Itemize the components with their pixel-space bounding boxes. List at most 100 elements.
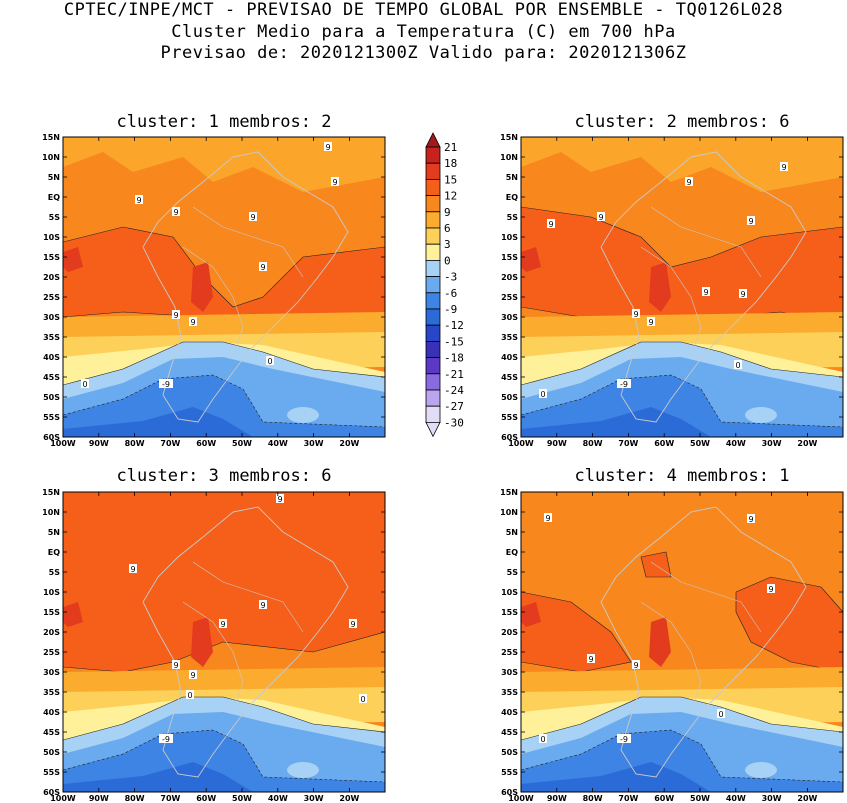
field-m12-band [521,407,711,437]
lon-tick-label: 40W [268,794,288,803]
field-15-spot [649,617,671,667]
coastline [142,506,349,778]
lon-tick-label: 30W [304,794,324,803]
lon-tick-label: 60W [196,439,216,448]
lat-tick-label: 35S [501,688,518,697]
lat-tick-label: EQ [48,548,60,557]
contour-label-box [276,494,284,503]
contour-label-9: 9 [548,220,553,229]
colorbar-swatch [425,389,441,407]
lat-tick-label: 35S [43,333,60,342]
colorbar-label: -27 [444,400,464,413]
lat-tick-label: EQ [506,193,518,202]
lat-tick-label: 10N [42,508,60,517]
colorbar-label: -3 [444,271,457,284]
colorbar-swatch [425,405,441,423]
contour-label-box [172,207,180,216]
contour-label-0: 0 [718,710,723,719]
contour-label-box [747,514,755,523]
contour-label-9: 9 [136,196,141,205]
map-frame [520,136,844,438]
lat-tick-label: 55S [501,413,518,422]
field-m12-band [521,762,711,792]
lat-tick-label: 45S [43,728,60,737]
lat-tick-label: 55S [43,413,60,422]
lon-tick-label: 70W [160,794,180,803]
contour-label-9: 9 [598,213,603,222]
contour-label-box [349,619,357,628]
contour-label-box [159,379,173,388]
colorbar: 21 18 15 12 9 6 3 0 -3 -6 -9 -12 -15 -18 -21 -24 -27 -30 [425,132,464,438]
contour-label-box [539,734,547,743]
contour-label-box [767,584,775,593]
lat-tick-label: 50S [501,748,518,757]
lat-tick-label: 40S [501,353,518,362]
field-15-west [63,602,83,627]
contour-label-9: 9 [130,565,135,574]
contour-label-box [717,709,725,718]
colorbar-swatch [425,308,441,326]
colorbar-label: -21 [444,368,464,381]
lat-tick-label: 30S [501,313,518,322]
field-15-west [521,247,541,272]
temperature-field [63,137,385,437]
contour-label-m9: -9 [620,735,628,744]
contour-label-box [172,310,180,319]
lon-tick-label: 80W [125,794,145,803]
lat-tick-label: 15S [501,253,518,262]
temperature-field [521,137,843,437]
lat-tick-label: 20S [43,628,60,637]
lon-tick-label: 50W [232,439,252,448]
field-m3-blob [287,762,319,778]
lon-tick-label: 60W [196,794,216,803]
lon-tick-label: 80W [583,794,603,803]
lon-tick-label: 60W [654,439,674,448]
coastline [600,151,807,423]
field-9-north [521,492,843,532]
contour-label-9: 9 [173,311,178,320]
contour-label-box [266,356,274,365]
lat-tick-label: 5N [506,528,518,537]
contour-label-m9: -9 [620,380,628,389]
lat-tick-label: 30S [43,668,60,677]
contour-label-box [739,289,747,298]
lat-tick-label: 10S [501,233,518,242]
lat-tick-label: 60S [501,433,518,442]
map-frame [62,491,386,793]
field-15-west [521,602,541,627]
colorbar-label: -9 [444,303,457,316]
field-15-spot [649,262,671,312]
lat-tick-label: 30S [501,668,518,677]
lon-tick-label: 50W [690,439,710,448]
lat-tick-label: 25S [501,648,518,657]
lat-tick-label: 40S [43,353,60,362]
contour-label-box [617,734,631,743]
colorbar-arrow-top [425,132,441,148]
lat-tick-label: 25S [43,293,60,302]
contour-label-box [632,660,640,669]
contour-label-box [81,379,89,388]
colorbar-swatch [425,292,441,310]
lat-tick-label: 50S [43,748,60,757]
lon-tick-label: 70W [618,794,638,803]
contour-label-box [747,216,755,225]
field-m3-blob [745,762,777,778]
contour-label-9: 9 [173,661,178,670]
contour-label-9: 9 [332,178,337,187]
lat-tick-label: 35S [501,333,518,342]
border-line [192,206,304,278]
lat-tick-label: 5N [48,173,60,182]
lat-tick-label: 10S [43,233,60,242]
lat-tick-label: 25S [43,648,60,657]
lat-tick-label: 20S [501,273,518,282]
lon-tick-label: 100W [50,794,76,803]
lon-tick-label: 90W [89,439,109,448]
lat-tick-label: 10N [42,153,60,162]
lat-tick-label: 60S [43,433,60,442]
map-frame [520,491,844,793]
lat-tick-label: 15N [500,488,518,497]
lat-tick-label: 60S [43,788,60,797]
lon-tick-label: 100W [508,439,534,448]
lat-tick-label: 15S [43,608,60,617]
border-line [182,601,244,713]
